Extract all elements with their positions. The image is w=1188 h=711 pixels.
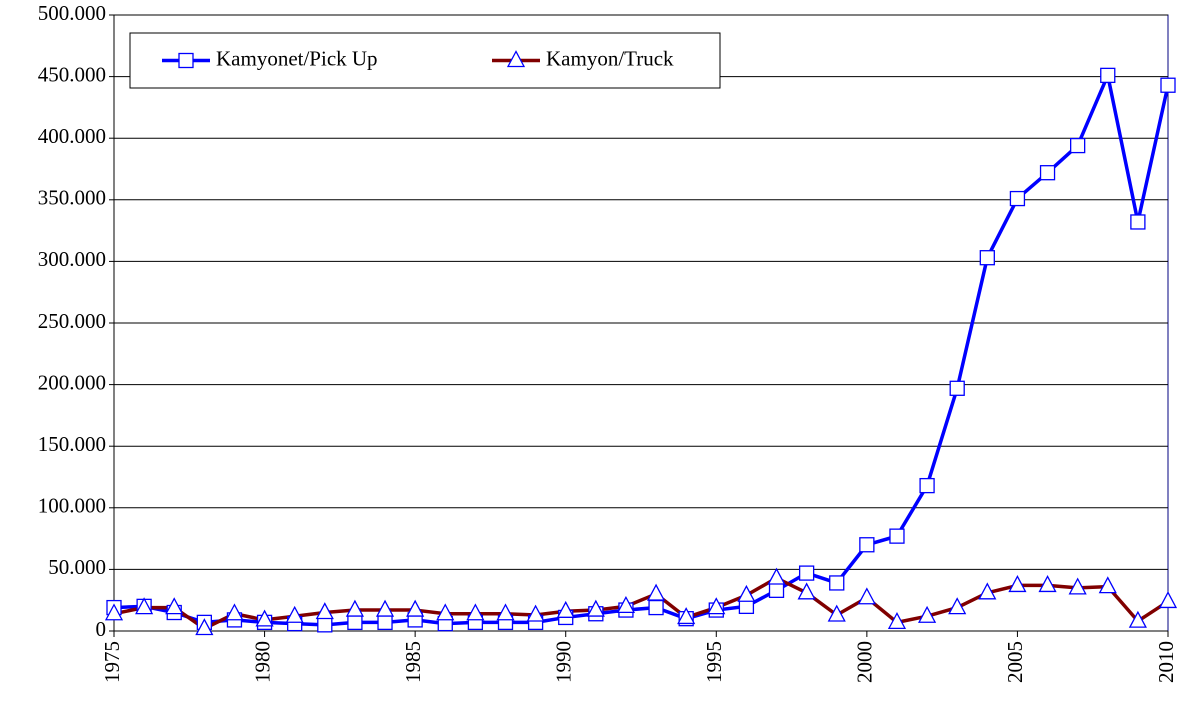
data-point xyxy=(496,603,515,621)
data-point xyxy=(887,611,907,630)
data-point xyxy=(466,603,485,621)
data-point xyxy=(616,595,636,614)
x-tick-label: 2000 xyxy=(853,641,877,683)
data-point xyxy=(375,599,395,617)
data-point xyxy=(556,600,575,618)
legend-box xyxy=(129,32,721,89)
y-tick-label: 200.000 xyxy=(38,370,106,394)
x-tick-label: 1990 xyxy=(552,641,576,683)
y-tick-label: 350.000 xyxy=(38,186,106,210)
x-tick-label: 1985 xyxy=(401,641,425,683)
y-tick-label: 150.000 xyxy=(38,432,106,456)
data-point xyxy=(586,599,605,617)
data-point xyxy=(347,614,363,631)
data-point xyxy=(949,380,965,396)
data-point xyxy=(979,250,995,266)
x-tick-label: 2010 xyxy=(1154,641,1178,683)
legend-marker xyxy=(506,50,526,68)
data-point xyxy=(1098,576,1117,594)
x-tick-label: 1995 xyxy=(702,641,726,683)
data-point xyxy=(859,537,875,553)
x-tick-label: 1980 xyxy=(250,641,274,683)
data-point xyxy=(797,582,816,600)
data-point xyxy=(1068,577,1087,595)
data-point xyxy=(827,604,846,622)
data-point xyxy=(345,599,364,617)
data-point xyxy=(1070,137,1086,154)
data-point xyxy=(104,603,124,621)
data-point xyxy=(406,599,425,617)
data-point xyxy=(436,603,455,621)
data-point xyxy=(948,597,967,615)
y-tick-label: 100.000 xyxy=(38,494,106,518)
data-point xyxy=(829,575,845,591)
data-point xyxy=(918,605,937,623)
data-point xyxy=(1130,214,1146,230)
data-point xyxy=(1009,190,1026,207)
legend-label: Kamyonet/Pick Up xyxy=(216,46,378,70)
data-point xyxy=(195,618,214,636)
data-point xyxy=(767,567,786,585)
data-point xyxy=(1008,575,1027,593)
data-point xyxy=(377,614,393,631)
data-point xyxy=(707,597,726,615)
data-point xyxy=(889,528,905,544)
data-point xyxy=(798,565,815,581)
data-point xyxy=(225,603,244,621)
data-point xyxy=(135,597,154,615)
data-point xyxy=(919,477,935,494)
data-point xyxy=(646,583,666,601)
y-tick-label: 400.000 xyxy=(38,124,106,148)
y-tick-label: 250.000 xyxy=(38,309,106,333)
data-point xyxy=(165,597,184,615)
data-point xyxy=(315,602,334,620)
data-point xyxy=(768,582,785,598)
data-point xyxy=(648,599,664,616)
data-point xyxy=(1160,77,1176,93)
data-point xyxy=(737,584,756,602)
data-point xyxy=(677,607,696,625)
y-tick-label: 500.000 xyxy=(38,1,106,25)
data-point xyxy=(1128,610,1147,628)
data-point xyxy=(1100,67,1116,84)
legend-marker xyxy=(178,52,194,69)
x-tick-label: 1975 xyxy=(100,641,124,683)
data-point xyxy=(255,609,274,627)
data-point xyxy=(978,582,997,600)
legend-label: Kamyon/Truck xyxy=(546,46,674,70)
data-point xyxy=(1158,591,1178,609)
data-point xyxy=(285,605,304,623)
y-tick-label: 300.000 xyxy=(38,247,106,271)
y-tick-label: 450.000 xyxy=(38,62,106,86)
data-point xyxy=(857,587,876,605)
data-point xyxy=(317,617,333,633)
data-point xyxy=(526,604,545,622)
data-point xyxy=(1039,165,1056,181)
y-tick-label: 0 xyxy=(96,617,107,641)
series-line xyxy=(113,73,1170,627)
y-tick-label: 50.000 xyxy=(48,555,106,579)
data-point xyxy=(1038,575,1057,593)
x-tick-label: 2005 xyxy=(1003,641,1027,683)
